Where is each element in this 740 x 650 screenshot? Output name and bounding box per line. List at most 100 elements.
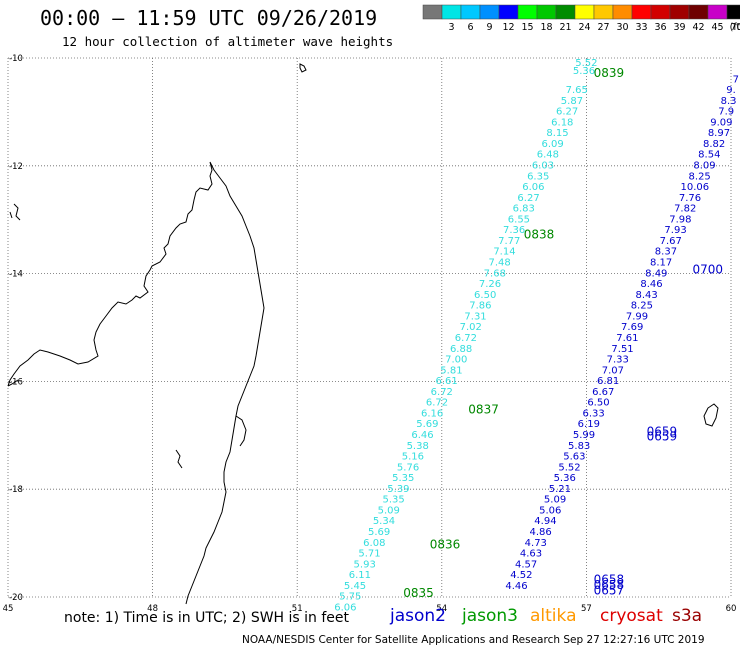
legend-swatch [422, 4, 443, 20]
legend-tick-label: 39 [673, 22, 685, 33]
swh-value-jason2: 7.51 [611, 344, 633, 355]
swh-value-jason2: 5.52 [558, 462, 580, 473]
axis-tick-labels: 45 48 51 54 57 60 -10 -12 -14 -16 -18 -20 [3, 54, 737, 614]
swh-value-jason3: 6.55 [508, 214, 530, 225]
swh-value-jason2: 7.69 [621, 322, 643, 333]
swh-value-jason3: 5.69 [368, 527, 390, 538]
swh-value-jason2: 4.63 [520, 549, 542, 560]
swh-value-jason3: 5.81 [440, 365, 462, 376]
swh-value-jason2: 7.67 [660, 236, 682, 247]
y-tick-label: -16 [9, 377, 23, 387]
swh-value-jason3: 5.39 [387, 484, 409, 495]
swh-value-jason3: 7.26 [479, 279, 501, 290]
swh-value-jason2: 4.94 [534, 516, 556, 527]
swh-value-jason2: 7.82 [674, 204, 696, 215]
x-tick-label: 48 [147, 604, 158, 614]
legend-swatch [593, 4, 614, 20]
legend-tick-label: 70 [730, 22, 740, 33]
swh-value-jason2: 8.09 [693, 160, 715, 171]
swh-value-jason2: 8.46 [640, 279, 662, 290]
swh-value-jason2: 7.9 [718, 107, 734, 118]
swh-value-jason3: 6.06 [522, 182, 544, 193]
small-island-path [299, 63, 307, 73]
x-tick-label: 45 [3, 604, 14, 614]
pass-time-label: 0839 [594, 66, 625, 80]
swh-value-jason2: 8.25 [631, 301, 653, 312]
swh-value-jason3: 5.45 [344, 581, 366, 592]
swh-value-jason3: 5.76 [397, 462, 419, 473]
legend-tick-label: 24 [578, 22, 590, 33]
swh-value-jason2: 7.07 [602, 365, 624, 376]
legend-swatch [707, 4, 728, 20]
swh-value-jason3: 5.38 [407, 441, 429, 452]
swh-value-jason2: 8.54 [698, 150, 720, 161]
madagascar-coastline [7, 63, 719, 605]
legend-swatch [536, 4, 557, 20]
swh-value-jason3: 6.27 [517, 193, 539, 204]
swh-value-jason2: 8.43 [636, 290, 658, 301]
swh-value-jason2: 5.09 [544, 495, 566, 506]
reunion-island-path [703, 403, 719, 427]
swh-value-jason2: 8.25 [689, 171, 711, 182]
swh-value-jason3: 6.06 [334, 602, 356, 613]
swh-value-jason3: 7.86 [469, 301, 491, 312]
legend-swatch [479, 4, 500, 20]
swh-value-jason3: 7.68 [484, 268, 506, 279]
swh-value-jason2: 4.57 [515, 559, 537, 570]
swh-value-jason2: 5.63 [563, 452, 585, 463]
swh-value-jason3: 6.48 [537, 150, 559, 161]
y-tick-label: -14 [9, 270, 23, 280]
swh-value-jason3: 5.93 [354, 559, 376, 570]
swh-value-jason3: 5.52 [575, 58, 597, 69]
swh-value-jason3: 8.15 [546, 128, 568, 139]
swh-value-jason2: 9.09 [710, 117, 732, 128]
x-tick-label: 57 [581, 604, 592, 614]
swh-value-jason3: 6.83 [513, 204, 535, 215]
swh-value-jason2: 7.98 [669, 214, 691, 225]
pass-time-label: 0838 [524, 228, 555, 242]
satellite-label-s3a: s3a [672, 606, 703, 626]
y-tick-label: -20 [9, 593, 23, 603]
legend-swatch [669, 4, 690, 20]
swh-value-jason3: 5.16 [402, 452, 424, 463]
swh-value-jason2: 4.52 [510, 570, 532, 581]
swh-value-jason2: 8.49 [645, 268, 667, 279]
swh-value-jason3: 5.35 [392, 473, 414, 484]
pass-time-label: 0835 [403, 586, 434, 600]
pass-time-label: 0836 [430, 537, 461, 551]
legend-swatch [555, 4, 576, 20]
legend-tick-label: 18 [540, 22, 552, 33]
legend-tick-label: 36 [654, 22, 666, 33]
swh-value-jason3: 5.71 [358, 549, 380, 560]
legend-swatch [517, 4, 538, 20]
legend-swatch [460, 4, 481, 20]
swh-value-jason3: 6.08 [363, 538, 385, 549]
y-tick-label: -12 [9, 162, 23, 172]
legend-unit-label: (ft) [730, 22, 740, 33]
swh-value-jason2: 6.81 [597, 376, 619, 387]
swh-value-jason2: 6.19 [578, 419, 600, 430]
satellite-label-cryosat: cryosat [600, 606, 663, 626]
swh-value-jason2: 5.06 [539, 505, 561, 516]
swh-value-jason3: 5.35 [382, 495, 404, 506]
swh-value-jason3: 6.50 [474, 290, 496, 301]
legend-tick-label: 33 [635, 22, 647, 33]
swh-value-jason3: 5.75 [339, 592, 361, 603]
swh-value-jason2: 7 [733, 74, 739, 85]
swh-value-jason3: 7.65 [566, 85, 588, 96]
legend-tick-label: 30 [616, 22, 628, 33]
legend-tick-label: 6 [467, 22, 473, 33]
legend-tick-label: 45 [711, 22, 723, 33]
legend-swatch [498, 4, 519, 20]
swh-value-jason3: 7.77 [498, 236, 520, 247]
swh-value-jason2: 7.61 [616, 333, 638, 344]
legend-swatch [631, 4, 652, 20]
satellite-label-altika: altika [530, 606, 577, 626]
legend-tick-label: 9 [486, 22, 492, 33]
swh-value-jason3: 6.16 [421, 408, 443, 419]
swh-value-jason2: 6.67 [592, 387, 614, 398]
satellite-label-jason3: jason3 [462, 606, 518, 626]
swh-value-jason2: 8.37 [655, 247, 677, 258]
swh-value-jason3: 6.46 [411, 430, 433, 441]
swh-value-jason2: 6.33 [582, 408, 604, 419]
